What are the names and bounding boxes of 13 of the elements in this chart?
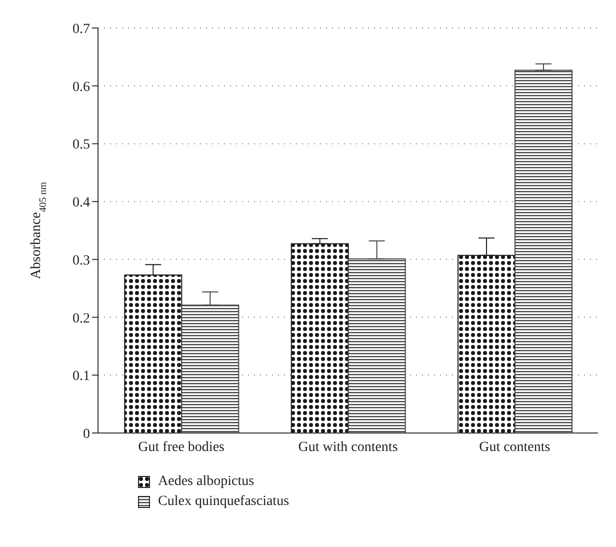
y-tick-label: 0.2 [72, 311, 90, 326]
x-tick-label: Gut contents [479, 440, 550, 455]
y-tick-label: 0.7 [72, 22, 90, 37]
legend-label: Aedes albopictus [158, 474, 254, 490]
legend-label: Culex quinquefasciatus [158, 494, 290, 510]
x-tick-label: Gut free bodies [138, 440, 224, 455]
x-tick-label: Gut with contents [298, 440, 398, 455]
y-tick-label: 0.1 [72, 369, 90, 384]
y-tick-label: 0.4 [72, 196, 90, 211]
y-tick-label: 0.6 [72, 80, 90, 95]
y-tick-label: 0 [83, 426, 90, 442]
y-tick-label: 0.3 [72, 253, 90, 268]
y-tick-label: 0.5 [72, 138, 90, 153]
